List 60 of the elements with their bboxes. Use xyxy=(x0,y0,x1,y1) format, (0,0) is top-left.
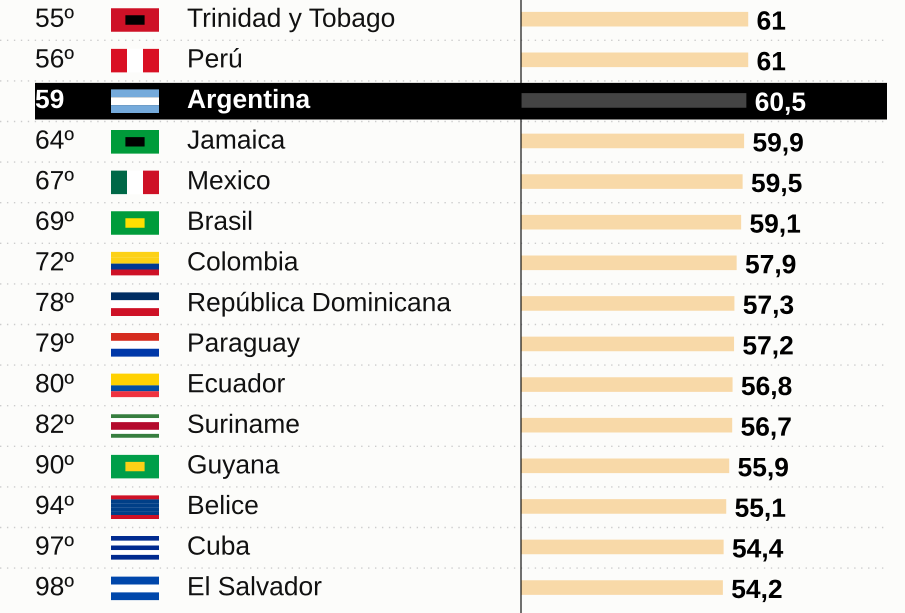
text: 59 xyxy=(36,90,64,108)
data-label: 57,3 xyxy=(744,295,794,318)
y-tick-label: Guyana xyxy=(188,454,280,479)
data-label: 60,5 xyxy=(756,92,806,115)
bar xyxy=(521,93,746,108)
bar xyxy=(521,458,730,474)
y-tick-label: Trinidad y Tobago xyxy=(188,8,394,32)
y-tick-label: Argentina xyxy=(188,88,310,114)
y-tick-label: Perú xyxy=(189,48,242,68)
data-label: 54,4 xyxy=(732,539,784,562)
text: 97º xyxy=(36,536,74,555)
bar xyxy=(521,52,748,68)
text: 98º xyxy=(36,576,74,596)
y-tick-label: Mexico xyxy=(189,170,270,190)
y-tick-label: Belice xyxy=(189,494,258,514)
text: 56º xyxy=(36,48,74,68)
data-label: 61 xyxy=(758,52,786,70)
bar xyxy=(521,418,732,432)
data-label: 57,9 xyxy=(746,254,796,278)
text: 69º xyxy=(36,211,74,230)
y-tick-label: Colombia xyxy=(188,251,298,271)
text: 80º xyxy=(36,374,74,392)
bar xyxy=(521,499,726,514)
text: 82º xyxy=(36,414,74,434)
text: 78º xyxy=(36,292,74,312)
y-tick-label: Jamaica xyxy=(187,130,286,149)
text: 94º xyxy=(36,496,74,514)
bar xyxy=(521,296,734,311)
data-label: 59,1 xyxy=(750,214,800,237)
bar xyxy=(521,174,743,189)
text: 79º xyxy=(36,333,74,352)
data-label: 59,5 xyxy=(752,174,802,196)
bar xyxy=(521,12,748,26)
y-tick-label: Paraguay xyxy=(189,333,300,358)
data-label: 59,9 xyxy=(753,132,803,156)
data-label: 56,8 xyxy=(742,376,792,400)
bar xyxy=(521,336,734,352)
bar xyxy=(521,134,744,148)
text: 67º xyxy=(36,170,74,190)
bar xyxy=(521,540,724,554)
text: 72º xyxy=(36,252,74,270)
text: 90º xyxy=(36,454,74,474)
data-label: 57,2 xyxy=(743,336,793,358)
y-tick-label: Suriname xyxy=(188,414,299,434)
bar xyxy=(521,377,733,392)
text: 64º xyxy=(36,130,74,149)
y-tick-label: Ecuador xyxy=(189,373,285,392)
text: 55º xyxy=(36,8,74,28)
bar xyxy=(521,214,742,230)
data-label: 55,1 xyxy=(735,498,786,521)
bar xyxy=(521,255,737,270)
y-tick-label: Cuba xyxy=(188,536,250,555)
bar xyxy=(521,580,723,595)
data-label: 61 xyxy=(758,11,786,30)
y-tick-label: El Salvador xyxy=(189,576,322,596)
y-tick-label: República Dominicana xyxy=(189,292,452,317)
data-label: 54,2 xyxy=(732,580,782,602)
y-tick-label: Brasil xyxy=(189,210,252,230)
data-label: 56,7 xyxy=(741,417,791,440)
data-label: 55,9 xyxy=(738,458,788,480)
